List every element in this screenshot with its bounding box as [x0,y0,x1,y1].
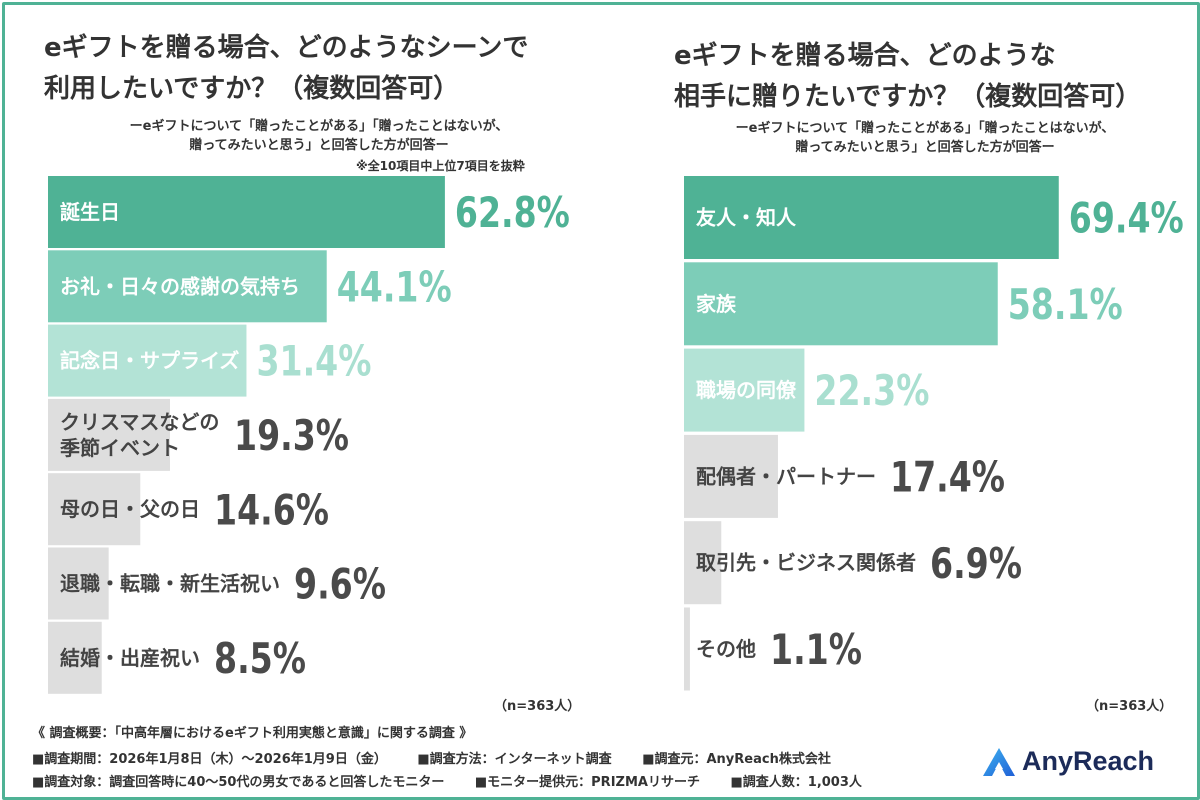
right-value-label-4: 17.4% [890,453,1005,502]
left-bar-1 [48,176,445,248]
right-bar-1 [684,176,1059,259]
logo-text: AnyReach [1022,746,1155,776]
right-bar-2 [684,262,998,346]
survey-source: ■調査元：AnyReach株式会社 [642,752,831,767]
anyreach-logo: AnyReach [982,746,1154,777]
left-category-label-4-line-2: 季節イベント [59,436,180,460]
left-value-label-5: 14.6% [214,485,329,534]
right-category-label-2: 家族 [696,292,737,316]
right-category-label-3: 職場の同僚 [696,378,797,402]
survey-respondents: ■調査人数：1,003人 [730,775,862,790]
survey-period: ■調査期間：2026年1月8日（木）～2026年1月9日（金） [32,752,387,767]
survey-overview-heading: 《 調査概要：「中高年層におけるeギフト利用実態と意識」に関する調査 》 [32,726,473,741]
left-category-label-6: 退職・転職・新生活祝い [60,572,280,596]
left-bar-7 [48,621,102,694]
left-value-label-6: 9.6% [294,560,386,609]
left-value-label-2: 44.1% [337,262,452,311]
right-chart-title: eギフトを贈る場合、どのような 相手に贈りたいですか？（複数回答可） [674,41,1142,112]
survey-method: ■調査方法：インターネット調査 [417,752,612,767]
left-chart-title: eギフトを贈る場合、どのようなシーンで 利用したいですか？（複数回答可） [44,33,529,104]
right-bar-5 [684,521,722,605]
left-category-label-7: 結婚・出産祝い [60,646,200,670]
right-value-label-3: 22.3% [814,366,929,415]
right-sample-size: （n=363人） [1086,699,1173,714]
right-bar-6 [684,607,690,691]
right-category-label-1: 友人・知人 [696,206,797,230]
survey-overview-row-2: ■調査対象：調査回答時に40～50代の男女であると回答したモニター ■モニター提… [32,771,888,790]
survey-overview-row-1: ■調査期間：2026年1月8日（木）～2026年1月9日（金） ■調査方法：イン… [32,748,857,767]
left-category-label-3: 記念日・サプライズ [60,349,239,373]
left-value-label-4: 19.3% [234,411,349,460]
right-chart-subtitle: ーeギフトについて「贈ったことがある」「贈ったことはないが、 贈ってみたいと思う… [735,121,1115,155]
left-category-label-5: 母の日・父の日 [60,497,200,521]
right-value-label-1: 69.4% [1069,194,1184,243]
left-value-label-7: 8.5% [214,634,306,683]
left-category-label-2: お礼・日々の感謝の気持ち [60,274,300,298]
right-bar-3 [684,348,805,432]
left-category-label-4-line-1: クリスマスなどの [60,410,219,434]
left-sample-size: （n=363人） [494,699,581,714]
left-bar-2 [48,250,327,323]
right-category-label-5: 取引先・ビジネス関係者 [696,551,916,575]
left-chart-note: ※全10項目中上位7項目を抜粋 [356,159,525,173]
left-value-label-3: 31.4% [256,337,371,386]
left-bar-3 [48,324,247,397]
right-bar-4 [684,434,778,518]
anyreach-logo-icon [983,747,1015,776]
survey-target: ■調査対象：調査回答時に40～50代の男女であると回答したモニター [32,775,445,790]
right-category-label-4: 配偶者・パートナー [696,464,876,488]
left-value-label-1: 62.8% [455,188,570,237]
left-bar-4 [48,398,170,471]
right-value-label-5: 6.9% [930,539,1022,588]
right-value-label-6: 1.1% [770,625,862,674]
right-category-label-6: その他 [696,637,756,661]
left-category-label-1: 誕生日 [60,200,120,224]
survey-monitor-provider: ■モニター提供元：PRIZMAリサーチ [474,775,700,790]
left-chart-subtitle: ーeギフトについて「贈ったことがある」「贈ったことはないが、 贈ってみたいと思う… [129,119,509,153]
right-value-label-2: 58.1% [1008,280,1123,329]
left-bar-5 [48,473,141,546]
left-bar-6 [48,547,109,620]
